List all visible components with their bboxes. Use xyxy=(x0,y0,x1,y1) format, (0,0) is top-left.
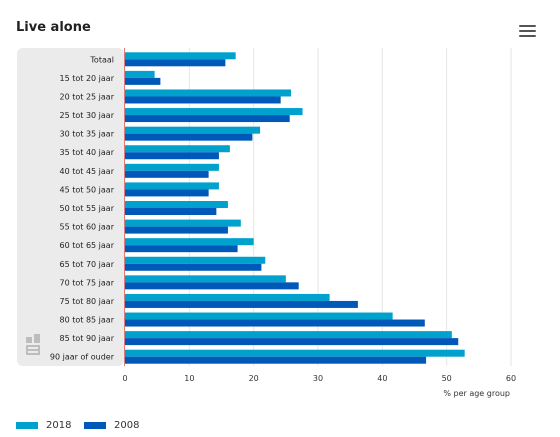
bar-2018-15[interactable] xyxy=(125,331,452,339)
category-label: Totaal xyxy=(89,55,114,64)
bar-2018-8[interactable] xyxy=(125,201,228,208)
bar-2008-3[interactable] xyxy=(125,115,290,123)
bar-2008-6[interactable] xyxy=(125,170,209,178)
bar-2018-14[interactable] xyxy=(125,312,393,320)
category-label: 20 tot 25 jaar xyxy=(60,92,115,101)
bar-2008-16[interactable] xyxy=(125,356,427,364)
bar-2018-11[interactable] xyxy=(125,256,266,264)
chart-title: Live alone xyxy=(16,20,91,35)
category-label: 25 tot 30 jaar xyxy=(60,111,115,120)
category-label: 30 tot 35 jaar xyxy=(60,130,115,139)
x-tick-label: 60 xyxy=(506,374,516,383)
x-tick-label: 40 xyxy=(377,374,387,383)
category-label: 50 tot 55 jaar xyxy=(60,204,115,213)
x-tick-label: 20 xyxy=(249,374,259,383)
category-labels: Totaal 15 tot 20 jaar 20 tot 25 jaar 25 tot… xyxy=(50,55,115,361)
x-axis-ticks: 0 10 20 30 40 50 60 xyxy=(122,374,516,383)
x-axis-title: % per age group xyxy=(443,389,510,398)
bar-2008-5[interactable] xyxy=(125,152,219,160)
bar-2018-5[interactable] xyxy=(125,145,230,153)
cbs-logo-icon xyxy=(26,334,40,355)
bar-2018-4[interactable] xyxy=(125,126,261,134)
legend-swatch xyxy=(16,422,38,429)
category-label-panel xyxy=(17,48,124,366)
bar-2018-0[interactable] xyxy=(125,52,236,60)
category-label: 15 tot 20 jaar xyxy=(60,74,115,83)
bar-2018-9[interactable] xyxy=(125,219,241,227)
bar-2018-7[interactable] xyxy=(125,182,219,190)
category-label: 70 tot 75 jaar xyxy=(60,278,115,287)
bar-2018-3[interactable] xyxy=(125,108,303,116)
bar-2008-11[interactable] xyxy=(125,263,262,271)
x-tick-label: 50 xyxy=(442,374,452,383)
bar-2008-9[interactable] xyxy=(125,226,228,234)
bar-2008-8[interactable] xyxy=(125,208,217,215)
bar-2018-1[interactable] xyxy=(125,70,155,78)
legend-item-2008[interactable]: 2008 xyxy=(84,420,139,432)
bar-2008-0[interactable] xyxy=(125,59,226,67)
bars xyxy=(125,52,465,364)
category-label: 40 tot 45 jaar xyxy=(60,167,115,176)
bar-2018-12[interactable] xyxy=(125,275,286,283)
bar-2018-6[interactable] xyxy=(125,163,219,171)
bar-2018-2[interactable] xyxy=(125,89,291,97)
category-label: 85 tot 90 jaar xyxy=(60,334,115,343)
bar-2018-10[interactable] xyxy=(125,238,254,246)
bar-2008-4[interactable] xyxy=(125,133,253,141)
category-label: 80 tot 85 jaar xyxy=(60,316,115,325)
category-label: 55 tot 60 jaar xyxy=(60,223,115,232)
bar-2008-12[interactable] xyxy=(125,282,299,290)
bar-2008-13[interactable] xyxy=(125,300,358,308)
legend-label: 2018 xyxy=(46,420,72,431)
x-tick-label: 30 xyxy=(313,374,323,383)
bar-2008-14[interactable] xyxy=(125,319,425,327)
bar-2018-13[interactable] xyxy=(125,293,330,301)
legend-swatch xyxy=(84,422,106,429)
legend-label: 2008 xyxy=(114,420,140,431)
legend-item-2018[interactable]: 2018 xyxy=(16,420,71,432)
hamburger-menu-icon[interactable] xyxy=(519,25,536,39)
category-label: 45 tot 50 jaar xyxy=(60,185,115,194)
bar-2008-7[interactable] xyxy=(125,189,209,197)
bar-2008-10[interactable] xyxy=(125,245,238,253)
x-tick-label: 0 xyxy=(122,374,127,383)
bar-2018-16[interactable] xyxy=(125,349,465,357)
category-label: 90 jaar of ouder xyxy=(50,353,115,362)
category-label: 75 tot 80 jaar xyxy=(60,297,115,306)
category-label: 65 tot 70 jaar xyxy=(60,260,115,269)
category-label: 35 tot 40 jaar xyxy=(60,148,115,157)
bar-2008-1[interactable] xyxy=(125,77,161,85)
x-tick-label: 10 xyxy=(184,374,194,383)
category-label: 60 tot 65 jaar xyxy=(60,241,115,250)
bar-2008-15[interactable] xyxy=(125,338,459,346)
bar-2008-2[interactable] xyxy=(125,96,281,104)
